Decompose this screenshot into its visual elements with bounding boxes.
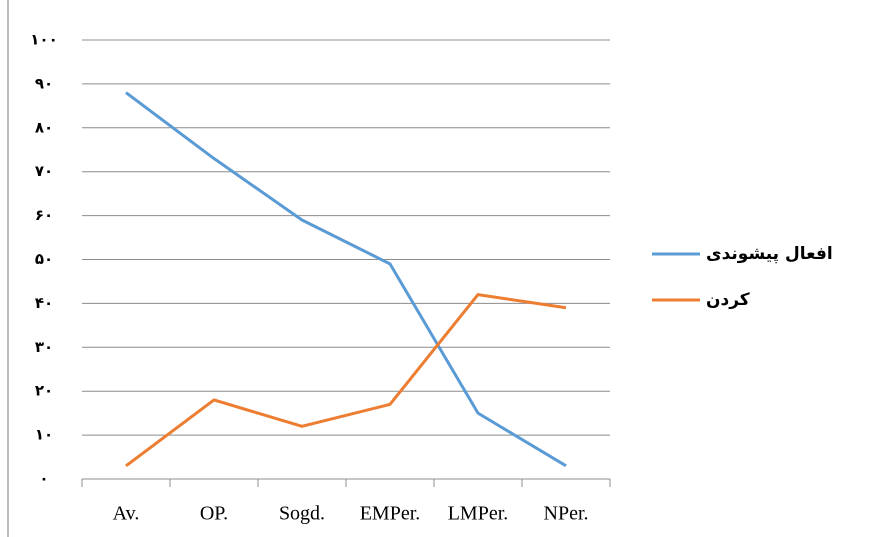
- x-tick-label: Sogd.: [279, 503, 325, 525]
- x-tick-label: EMPer.: [360, 503, 421, 525]
- legend-label: افعال پیشوندی: [706, 244, 833, 264]
- x-tick-label: Av.: [113, 503, 140, 525]
- series-line: [125, 293, 567, 468]
- series-line: [125, 91, 567, 468]
- y-tick-label: ۶۰: [35, 206, 53, 224]
- y-tick-label: ۳۰: [35, 338, 53, 356]
- y-tick-label: ۰: [39, 470, 48, 488]
- x-tick-label: OP.: [200, 503, 228, 525]
- y-tick-label: ۲۰: [35, 382, 53, 400]
- y-tick-label: ۵۰: [35, 250, 53, 268]
- y-tick-label: ۸۰: [35, 118, 53, 136]
- y-tick-label: ۱۰: [35, 426, 53, 444]
- y-tick-label: ۱۰۰: [30, 31, 57, 49]
- x-tick-label: NPer.: [544, 503, 589, 525]
- y-tick-label: ۴۰: [35, 294, 53, 312]
- x-tick-label: LMPer.: [448, 503, 509, 525]
- legend-label: کردن: [706, 290, 750, 310]
- y-tick-label: ۹۰: [35, 74, 53, 92]
- y-tick-label: ۷۰: [35, 162, 53, 180]
